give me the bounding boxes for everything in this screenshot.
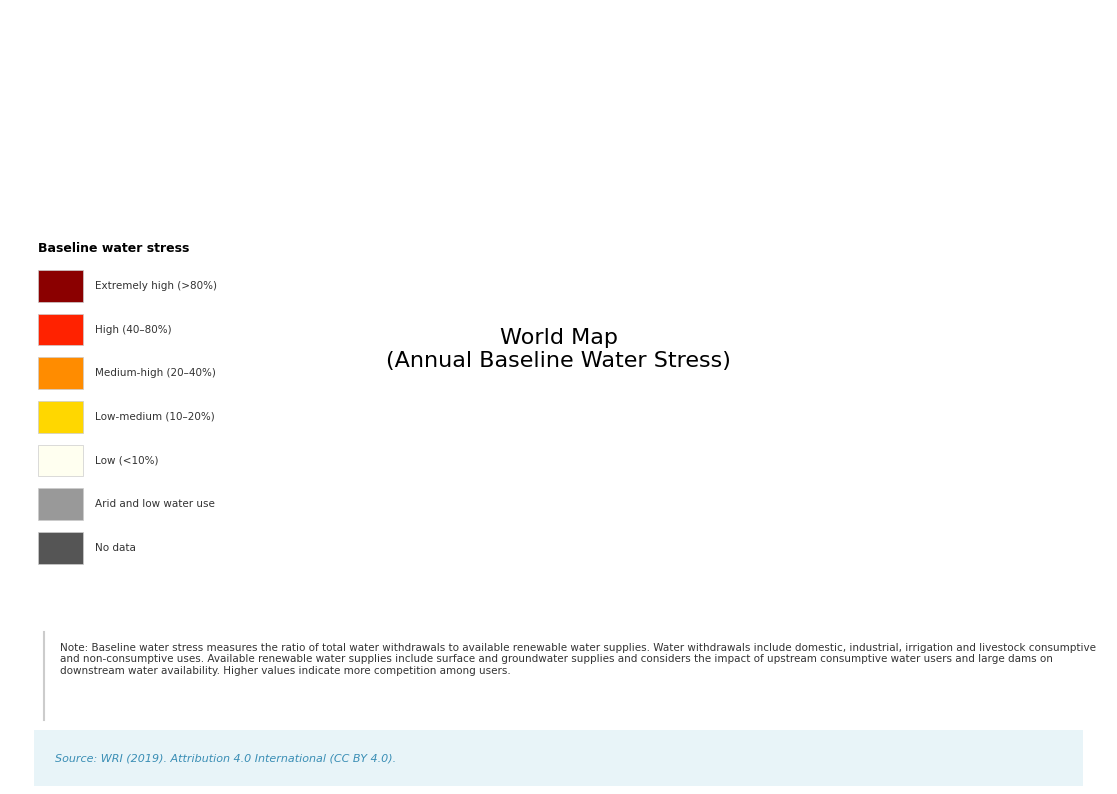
Text: Note: Baseline water stress measures the ratio of total water withdrawals to ava: Note: Baseline water stress measures the… [60,643,1096,676]
Text: Arid and low water use: Arid and low water use [95,499,214,509]
Text: Extremely high (>80%): Extremely high (>80%) [95,281,217,291]
FancyBboxPatch shape [38,532,83,564]
Text: Source: WRI (2019). Attribution 4.0 International (CC BY 4.0).: Source: WRI (2019). Attribution 4.0 Inte… [55,754,395,763]
FancyBboxPatch shape [38,270,83,302]
FancyBboxPatch shape [34,730,1083,786]
Text: Baseline water stress: Baseline water stress [38,242,190,255]
Text: Annual baseline water stress: Annual baseline water stress [145,23,405,40]
Text: World Map
(Annual Baseline Water Stress): World Map (Annual Baseline Water Stress) [386,328,731,371]
FancyBboxPatch shape [38,445,83,476]
Text: Figure 9: Figure 9 [45,23,128,40]
Text: High (40–80%): High (40–80%) [95,325,172,334]
Text: No data: No data [95,543,136,553]
Text: Low (<10%): Low (<10%) [95,456,159,465]
FancyBboxPatch shape [38,357,83,389]
FancyBboxPatch shape [38,314,83,345]
Text: Low-medium (10–20%): Low-medium (10–20%) [95,412,214,422]
Text: Medium-high (20–40%): Medium-high (20–40%) [95,368,216,378]
FancyBboxPatch shape [38,488,83,520]
FancyBboxPatch shape [38,401,83,433]
